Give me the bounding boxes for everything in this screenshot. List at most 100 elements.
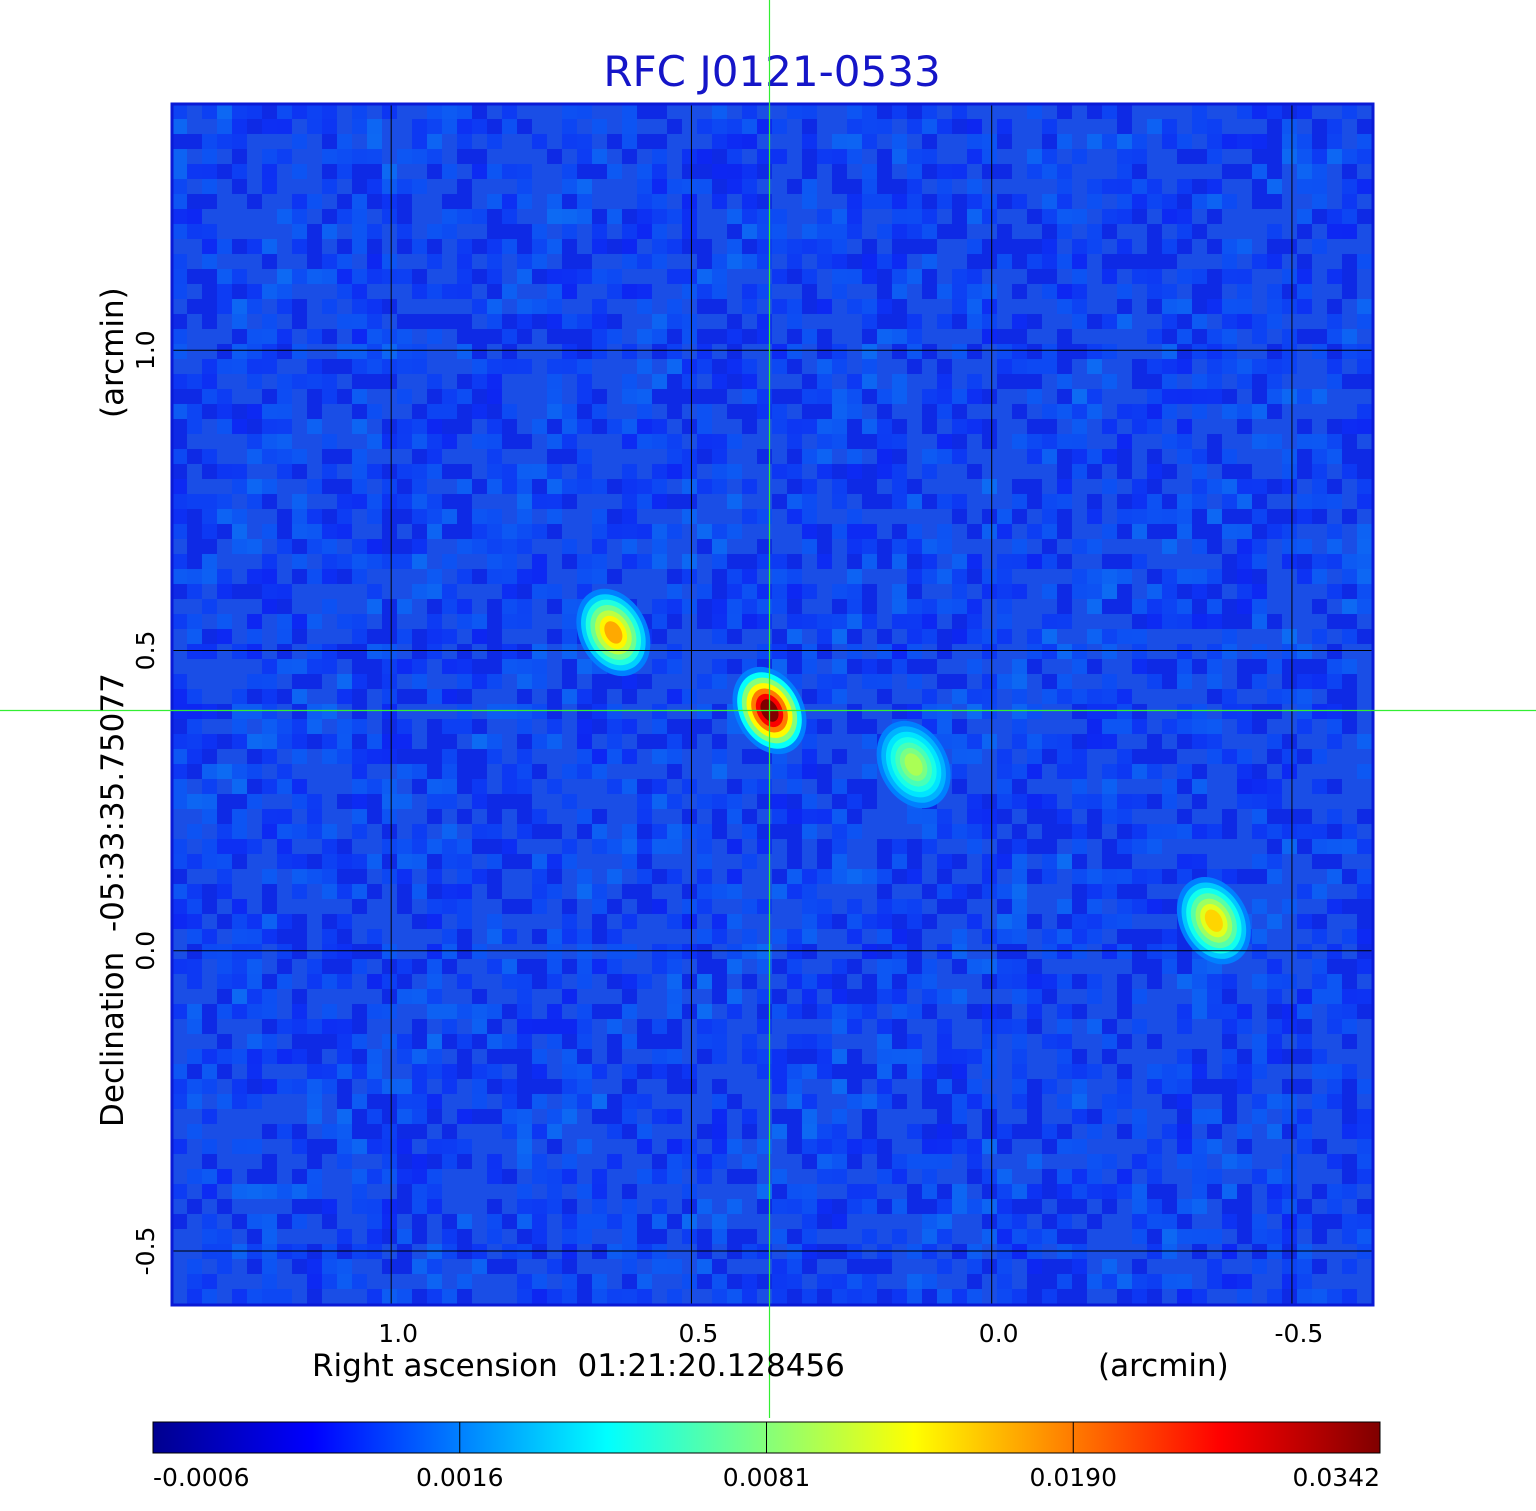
noise-pixel xyxy=(1192,1064,1207,1079)
noise-pixel xyxy=(1297,149,1312,164)
noise-pixel xyxy=(262,704,277,719)
noise-pixel xyxy=(952,1109,967,1124)
noise-pixel xyxy=(247,674,262,689)
noise-pixel xyxy=(1357,869,1372,884)
noise-pixel xyxy=(877,149,892,164)
noise-pixel xyxy=(712,1229,727,1244)
noise-pixel xyxy=(802,1109,817,1124)
noise-pixel xyxy=(562,899,577,914)
noise-pixel xyxy=(562,914,577,929)
noise-pixel xyxy=(607,419,622,434)
noise-pixel xyxy=(1072,344,1087,359)
noise-pixel xyxy=(1042,749,1057,764)
noise-pixel xyxy=(772,794,787,809)
noise-pixel xyxy=(607,1289,622,1304)
noise-pixel xyxy=(622,719,637,734)
noise-pixel xyxy=(1147,419,1162,434)
noise-pixel xyxy=(247,629,262,644)
noise-pixel xyxy=(382,854,397,869)
noise-pixel xyxy=(1087,809,1102,824)
noise-pixel xyxy=(352,1274,367,1289)
noise-pixel xyxy=(682,809,697,824)
noise-pixel xyxy=(1312,164,1327,179)
noise-pixel xyxy=(937,374,952,389)
noise-pixel xyxy=(697,524,712,539)
noise-pixel xyxy=(967,569,982,584)
noise-pixel xyxy=(367,809,382,824)
noise-pixel xyxy=(937,1049,952,1064)
noise-pixel xyxy=(532,479,547,494)
noise-pixel xyxy=(787,554,802,569)
noise-pixel xyxy=(1312,194,1327,209)
noise-pixel xyxy=(1222,1109,1237,1124)
noise-pixel xyxy=(1162,1229,1177,1244)
noise-pixel xyxy=(727,809,742,824)
noise-pixel xyxy=(202,1214,217,1229)
noise-pixel xyxy=(1027,1289,1042,1304)
noise-pixel xyxy=(517,764,532,779)
noise-pixel xyxy=(517,359,532,374)
noise-pixel xyxy=(862,1109,877,1124)
noise-pixel xyxy=(1162,1244,1177,1259)
noise-pixel xyxy=(187,389,202,404)
noise-pixel xyxy=(352,629,367,644)
noise-pixel xyxy=(1207,449,1222,464)
noise-pixel xyxy=(1012,509,1027,524)
noise-pixel xyxy=(442,794,457,809)
noise-pixel xyxy=(787,809,802,824)
noise-pixel xyxy=(487,119,502,134)
noise-pixel xyxy=(427,569,442,584)
noise-pixel xyxy=(1012,1124,1027,1139)
noise-pixel xyxy=(802,824,817,839)
noise-pixel xyxy=(742,104,757,119)
noise-pixel xyxy=(862,1229,877,1244)
colorbar-tick-label: -0.0006 xyxy=(153,1463,250,1492)
noise-pixel xyxy=(817,1124,832,1139)
noise-pixel xyxy=(247,614,262,629)
noise-pixel xyxy=(1057,1199,1072,1214)
noise-pixel xyxy=(1117,434,1132,449)
noise-pixel xyxy=(1012,1184,1027,1199)
noise-pixel xyxy=(307,869,322,884)
noise-pixel xyxy=(442,224,457,239)
noise-pixel xyxy=(622,1079,637,1094)
noise-pixel xyxy=(862,104,877,119)
noise-pixel xyxy=(547,719,562,734)
noise-pixel xyxy=(757,239,772,254)
noise-pixel xyxy=(382,1214,397,1229)
noise-pixel xyxy=(1162,119,1177,134)
noise-pixel xyxy=(1057,1289,1072,1304)
noise-pixel xyxy=(802,329,817,344)
noise-pixel xyxy=(907,239,922,254)
noise-pixel xyxy=(892,299,907,314)
noise-pixel xyxy=(802,194,817,209)
noise-pixel xyxy=(952,224,967,239)
noise-pixel xyxy=(577,1094,592,1109)
noise-pixel xyxy=(442,599,457,614)
noise-pixel xyxy=(997,974,1012,989)
noise-pixel xyxy=(367,1169,382,1184)
noise-pixel xyxy=(817,674,832,689)
noise-pixel xyxy=(187,614,202,629)
noise-pixel xyxy=(1342,614,1357,629)
noise-pixel xyxy=(787,494,802,509)
noise-pixel xyxy=(322,479,337,494)
noise-pixel xyxy=(1282,1019,1297,1034)
noise-pixel xyxy=(1342,149,1357,164)
noise-pixel xyxy=(1237,1019,1252,1034)
noise-pixel xyxy=(307,1259,322,1274)
noise-pixel xyxy=(292,224,307,239)
noise-pixel xyxy=(1327,524,1342,539)
noise-pixel xyxy=(682,269,697,284)
noise-pixel xyxy=(877,899,892,914)
noise-pixel xyxy=(307,1094,322,1109)
noise-pixel xyxy=(1192,794,1207,809)
noise-pixel xyxy=(952,1289,967,1304)
noise-pixel xyxy=(1042,989,1057,1004)
noise-pixel xyxy=(1312,1094,1327,1109)
noise-pixel xyxy=(1072,1064,1087,1079)
noise-pixel xyxy=(442,164,457,179)
noise-pixel xyxy=(307,734,322,749)
noise-pixel xyxy=(397,434,412,449)
noise-pixel xyxy=(847,464,862,479)
